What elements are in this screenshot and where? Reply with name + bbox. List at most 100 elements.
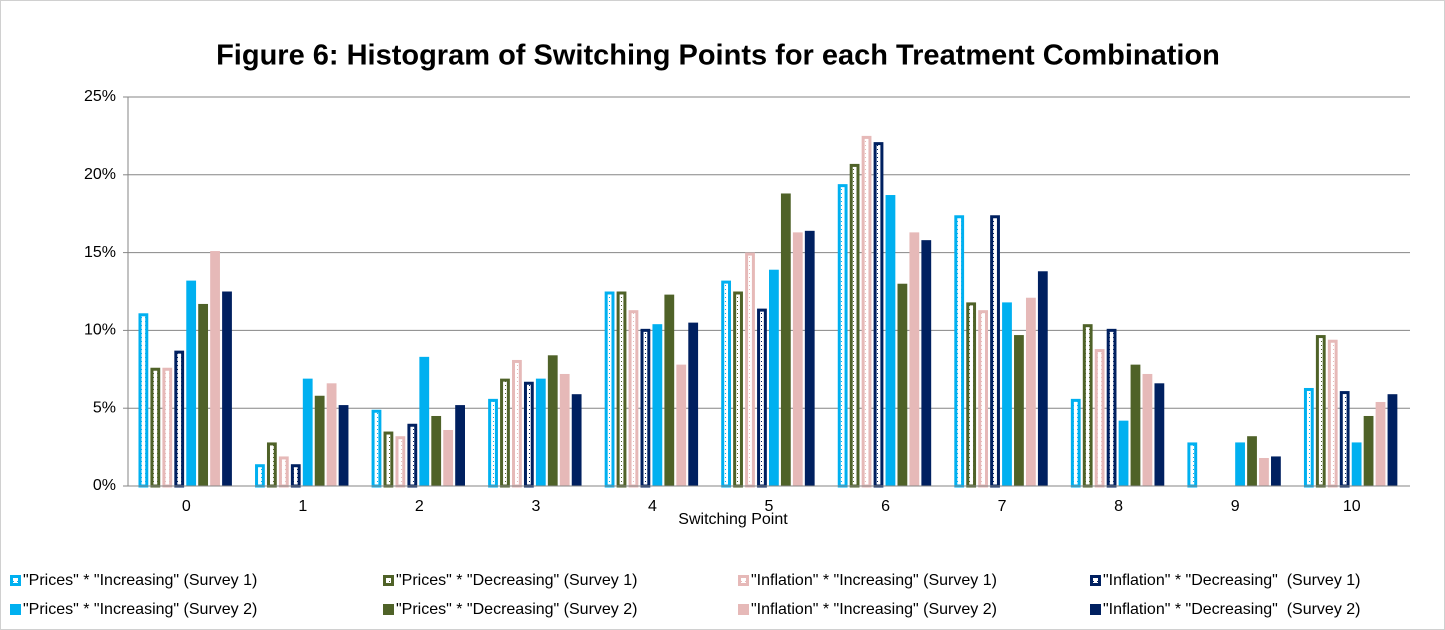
bar bbox=[571, 394, 582, 486]
bar bbox=[290, 464, 301, 488]
bar bbox=[535, 378, 546, 486]
bar bbox=[909, 232, 920, 486]
bar bbox=[559, 373, 570, 486]
bar bbox=[547, 355, 558, 486]
bar bbox=[780, 193, 791, 487]
bar bbox=[628, 310, 639, 488]
bar bbox=[186, 280, 197, 486]
bar bbox=[804, 230, 815, 486]
bar bbox=[954, 215, 965, 488]
bar bbox=[266, 442, 277, 488]
bar bbox=[395, 436, 406, 488]
bar bbox=[500, 378, 510, 488]
bar bbox=[837, 184, 848, 488]
bar bbox=[1118, 420, 1129, 486]
bar bbox=[873, 142, 884, 488]
bar bbox=[1106, 328, 1117, 488]
bar bbox=[1025, 297, 1036, 486]
x-tick-label: 1 bbox=[298, 498, 307, 515]
bar bbox=[978, 310, 988, 488]
bar bbox=[512, 359, 522, 488]
bar bbox=[371, 409, 382, 488]
y-tick-label: 0% bbox=[93, 477, 116, 494]
bar bbox=[162, 367, 173, 488]
bar bbox=[488, 398, 498, 488]
bar bbox=[302, 378, 313, 486]
bar bbox=[1094, 349, 1105, 488]
bar bbox=[1235, 442, 1245, 486]
legend-swatch bbox=[1090, 575, 1101, 586]
chart-title: Figure 6: Histogram of Switching Points … bbox=[216, 40, 1220, 72]
bar bbox=[885, 195, 896, 486]
bar bbox=[792, 232, 803, 486]
legend-label: "Inflation" * "Decreasing" (Survey 1) bbox=[1103, 572, 1361, 589]
y-tick-label: 10% bbox=[84, 322, 116, 339]
bar bbox=[1002, 302, 1012, 486]
bar bbox=[1387, 394, 1398, 486]
bar bbox=[1082, 324, 1093, 488]
x-tick-label: 2 bbox=[415, 498, 424, 515]
bar bbox=[849, 163, 860, 488]
bar bbox=[757, 308, 767, 488]
bar bbox=[138, 313, 149, 488]
legend-label: "Prices" * "Decreasing" (Survey 2) bbox=[396, 601, 637, 618]
x-tick-label: 5 bbox=[765, 498, 774, 515]
bar bbox=[1187, 442, 1198, 488]
bar bbox=[210, 251, 220, 486]
x-axis-label: Switching Point bbox=[678, 511, 788, 528]
bar bbox=[431, 415, 442, 486]
bar bbox=[652, 324, 663, 486]
bar bbox=[733, 291, 743, 488]
bar bbox=[1271, 456, 1281, 486]
legend-label: "Prices" * "Increasing" (Survey 2) bbox=[23, 601, 257, 618]
legend-label: "Inflation" * "Increasing" (Survey 1) bbox=[751, 572, 997, 589]
bar bbox=[314, 395, 325, 486]
bar bbox=[419, 356, 430, 486]
y-tick-label: 5% bbox=[93, 399, 116, 416]
legend-swatch bbox=[10, 575, 21, 586]
bar bbox=[897, 283, 908, 486]
bar bbox=[1037, 271, 1048, 486]
bar bbox=[1339, 391, 1350, 488]
bar bbox=[198, 303, 209, 486]
bar bbox=[1154, 383, 1165, 486]
legend-swatch bbox=[1090, 604, 1101, 615]
bar bbox=[455, 405, 465, 486]
bar bbox=[921, 240, 932, 486]
bar bbox=[407, 423, 418, 488]
y-tick-label: 20% bbox=[84, 166, 116, 183]
bar bbox=[616, 291, 627, 488]
legend-label: "Inflation" * "Increasing" (Survey 2) bbox=[751, 601, 997, 618]
bar bbox=[1247, 436, 1257, 486]
bar bbox=[1351, 442, 1362, 486]
y-tick-label: 25% bbox=[84, 88, 116, 105]
bar bbox=[664, 294, 675, 486]
bar bbox=[861, 135, 872, 488]
bar bbox=[1363, 415, 1374, 486]
bar bbox=[1303, 387, 1314, 488]
bar bbox=[383, 431, 394, 488]
bar bbox=[326, 383, 337, 486]
bar bbox=[1375, 401, 1386, 486]
bar bbox=[523, 381, 534, 488]
bar bbox=[745, 252, 755, 488]
legend-swatch bbox=[383, 575, 394, 586]
y-tick-label: 15% bbox=[84, 244, 116, 261]
bar bbox=[278, 456, 289, 488]
x-tick-label: 0 bbox=[182, 498, 191, 515]
bar bbox=[676, 364, 687, 486]
bar bbox=[443, 429, 454, 486]
bar bbox=[1315, 335, 1326, 488]
legend-label: "Prices" * "Decreasing" (Survey 1) bbox=[396, 572, 637, 589]
bar bbox=[640, 328, 651, 488]
bar bbox=[1259, 457, 1269, 486]
legend-label: "Inflation" * "Decreasing" (Survey 2) bbox=[1103, 601, 1361, 618]
bar bbox=[338, 405, 349, 486]
x-tick-label: 7 bbox=[998, 498, 1007, 515]
bar bbox=[174, 350, 185, 488]
bar bbox=[990, 215, 1000, 488]
bar bbox=[1070, 398, 1081, 488]
bar bbox=[688, 322, 699, 486]
legend-swatch bbox=[383, 604, 394, 615]
